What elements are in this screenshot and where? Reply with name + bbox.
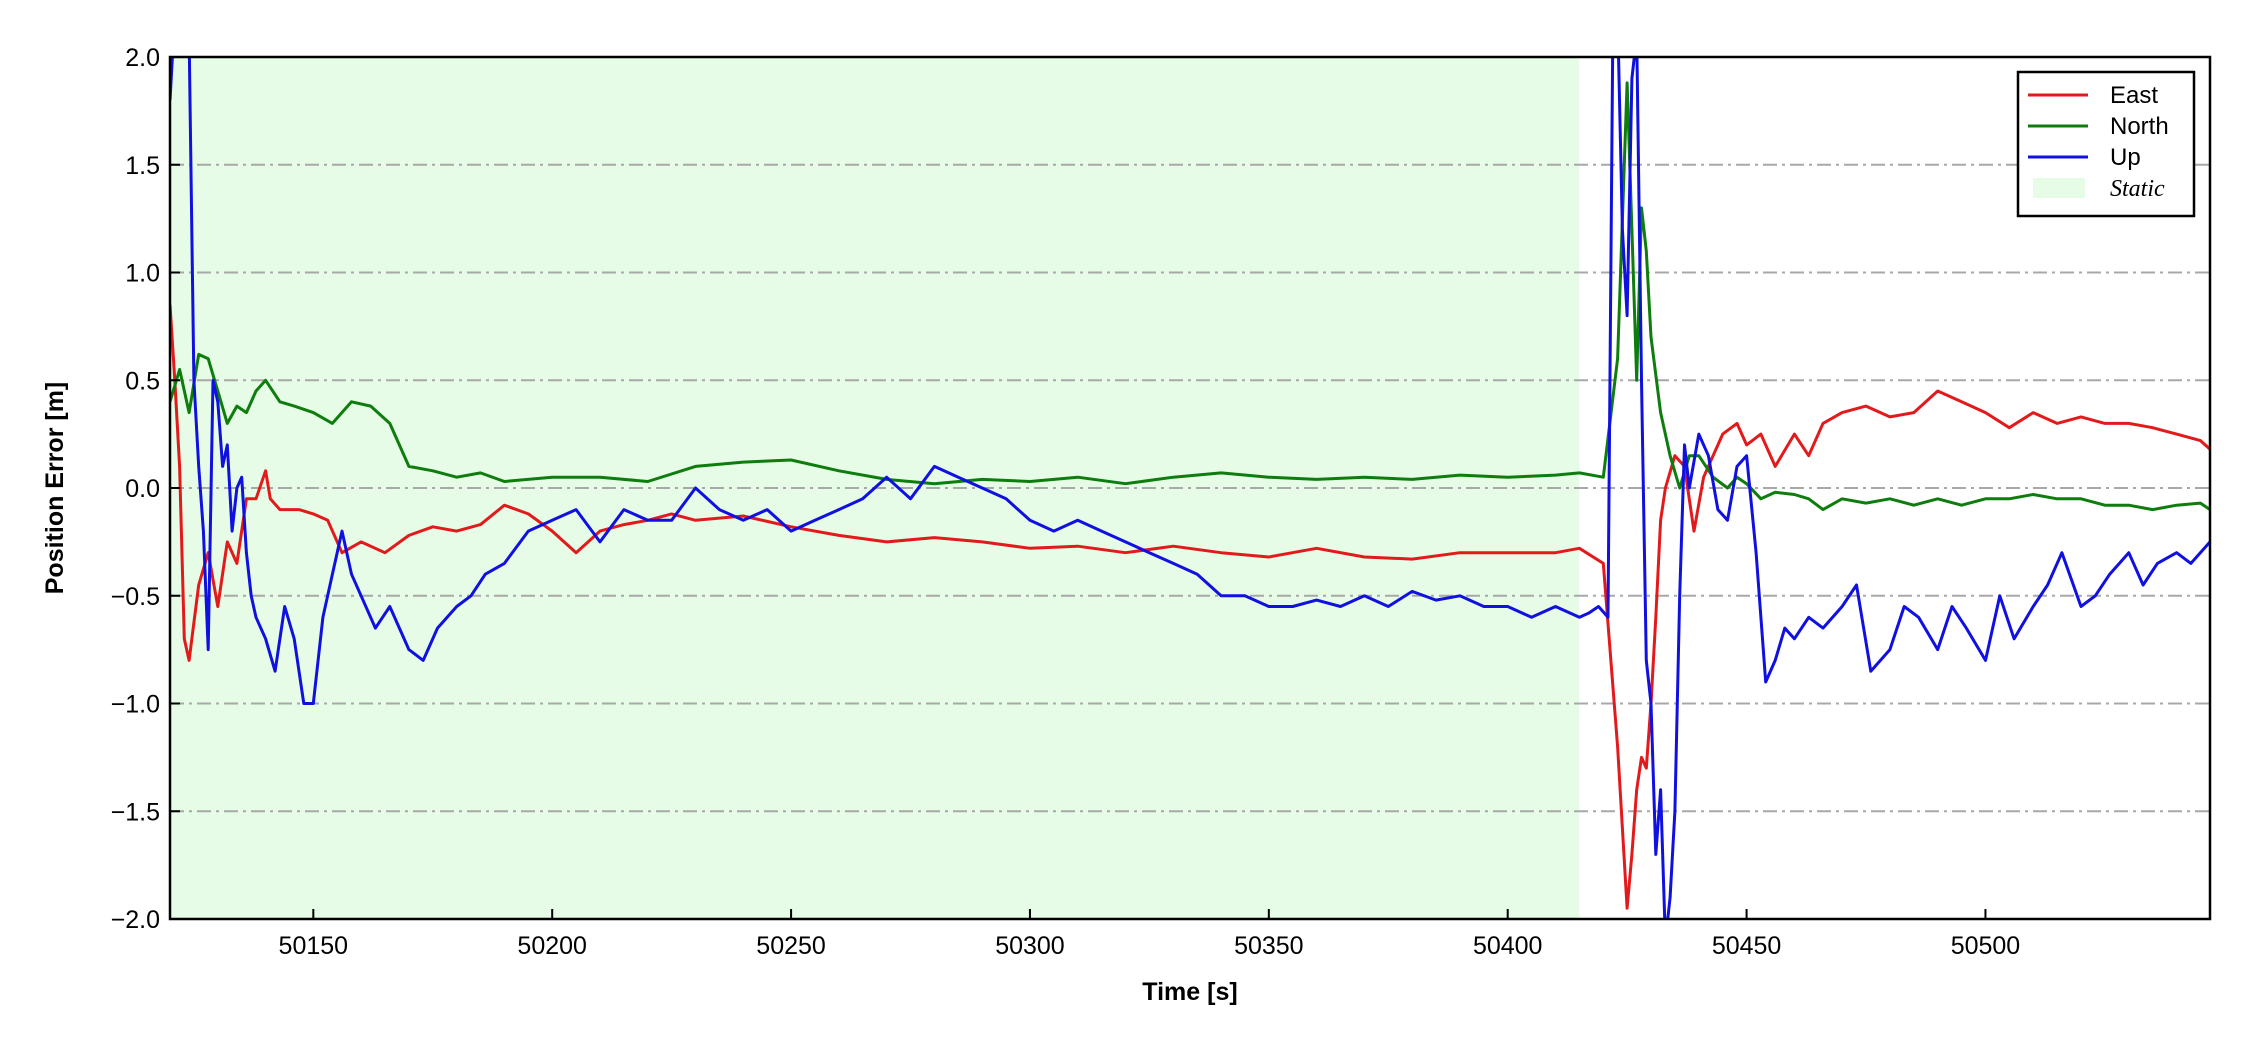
legend-up-label: Up [2110, 144, 2141, 171]
legend-static-swatch [2033, 178, 2085, 198]
series-line-up [170, 57, 2210, 919]
x-tick-label: 50250 [756, 932, 826, 960]
y-tick-label: −1.5 [111, 798, 160, 826]
legend-north-label: North [2110, 113, 2169, 140]
y-tick-label: 0.0 [125, 475, 160, 503]
x-tick-label: 50150 [279, 932, 349, 960]
y-tick-label: −1.0 [111, 691, 160, 719]
x-tick-label: 50450 [1712, 932, 1782, 960]
x-axis-title: Time [s] [1142, 978, 1237, 1006]
y-axis-title: Position Error [m] [41, 382, 69, 595]
y-tick-label: −2.0 [111, 906, 160, 934]
y-tick-label: 0.5 [125, 367, 160, 395]
x-tick-label: 50350 [1234, 932, 1304, 960]
series-line-north [170, 81, 2210, 512]
legend-static-label: Static [2110, 176, 2165, 202]
x-tick-label: 50300 [995, 932, 1065, 960]
y-tick-label: −0.5 [111, 583, 160, 611]
x-tick-label: 50400 [1473, 932, 1543, 960]
legend: East North Up Static [2016, 70, 2196, 218]
y-tick-label: 1.5 [125, 152, 160, 180]
series-line-east [170, 304, 2210, 910]
x-tick-label: 50200 [517, 932, 587, 960]
x-tick-label: 50500 [1951, 932, 2021, 960]
y-tick-label: 1.0 [125, 260, 160, 288]
y-tick-label: 2.0 [125, 44, 160, 72]
legend-east-label: East [2110, 82, 2158, 109]
